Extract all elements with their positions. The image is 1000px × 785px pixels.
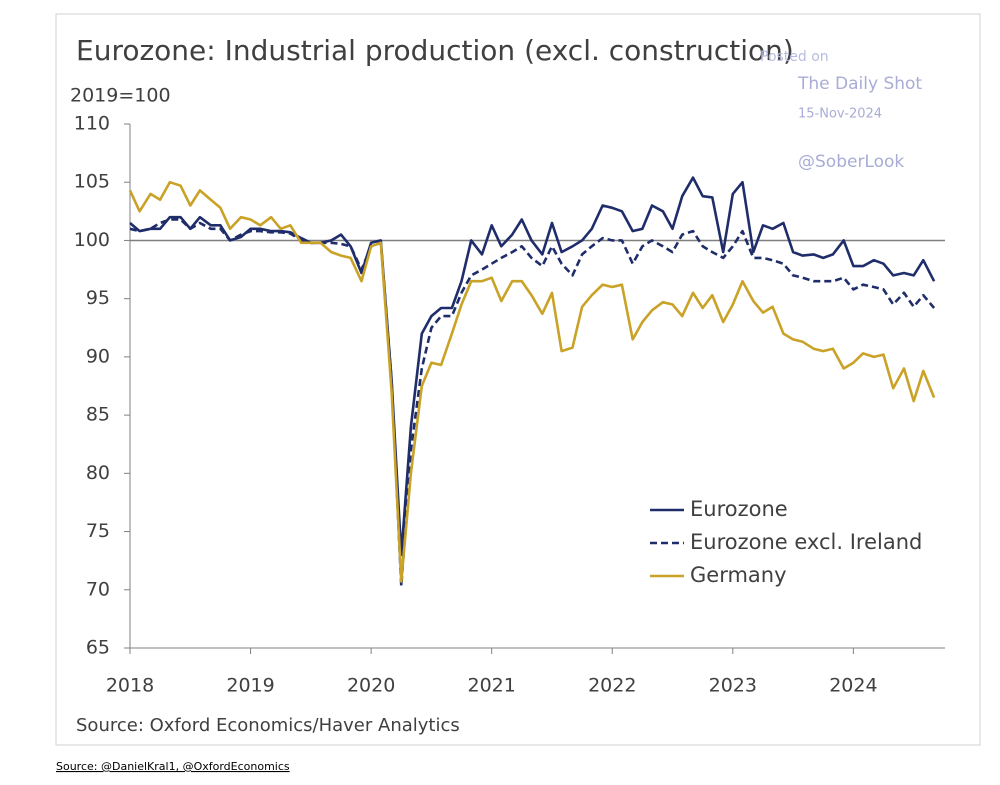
watermark: @SoberLook xyxy=(798,152,904,172)
y-tick-label: 90 xyxy=(86,345,110,367)
y-tick-label: 80 xyxy=(86,462,110,484)
x-tick-label: 2022 xyxy=(588,675,636,697)
watermark: 15-Nov-2024 xyxy=(798,107,882,122)
legend-label: Germany xyxy=(690,563,787,587)
series-line xyxy=(128,180,936,583)
y-tick-label: 105 xyxy=(74,171,110,193)
y-tick-label: 75 xyxy=(86,520,110,542)
y-tick-label: 85 xyxy=(86,404,110,426)
legend-label: Eurozone excl. Ireland xyxy=(690,530,922,554)
x-tick-label: 2020 xyxy=(347,675,395,697)
y-tick-label: 65 xyxy=(86,637,110,659)
footer-source: Source: @DanielKral1, @OxfordEconomics xyxy=(56,760,290,773)
x-tick-label: 2021 xyxy=(468,675,516,697)
legend-label: Eurozone xyxy=(690,497,788,521)
watermark: The Daily Shot xyxy=(797,74,922,94)
y-tick-label: 70 xyxy=(86,578,110,600)
y-tick-label: 95 xyxy=(86,287,110,309)
source: Source: Oxford Economics/Haver Analytics xyxy=(76,715,460,736)
x-tick-label: 2018 xyxy=(106,675,154,697)
x-tick-label: 2024 xyxy=(829,675,877,697)
series-line xyxy=(129,176,936,557)
unit-label: 2019=100 xyxy=(70,85,171,107)
series-line xyxy=(129,218,936,588)
x-tick-label: 2023 xyxy=(709,675,757,697)
watermark: Posted on xyxy=(760,49,829,65)
chart-frame xyxy=(55,13,981,746)
y-tick-label: 100 xyxy=(74,229,110,251)
x-tick-label: 2019 xyxy=(226,675,274,697)
chart-title: Eurozone: Industrial production (excl. c… xyxy=(76,34,794,67)
y-tick-label: 110 xyxy=(74,113,110,135)
